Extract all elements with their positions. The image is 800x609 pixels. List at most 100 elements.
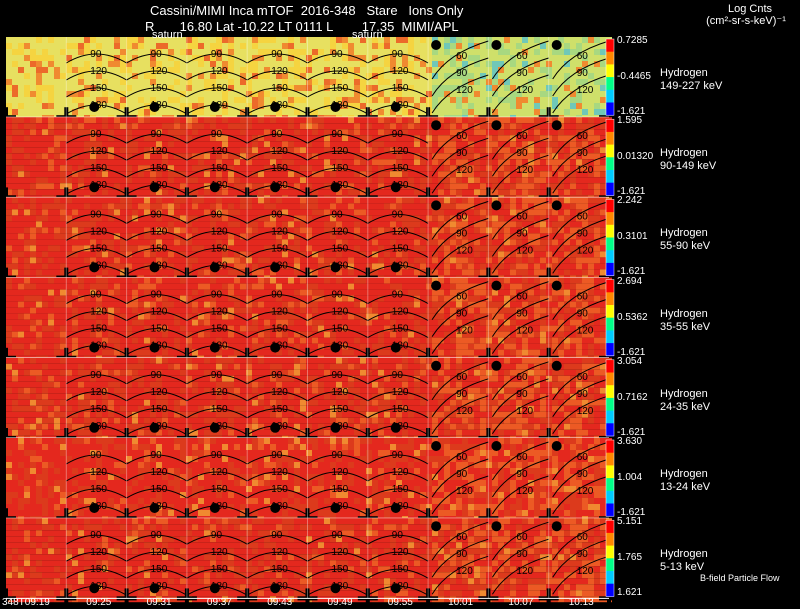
contour-line bbox=[552, 57, 610, 97]
energy-label: 13-24 keV bbox=[660, 481, 711, 493]
contour-label: 90 bbox=[516, 469, 528, 480]
contour-line bbox=[307, 408, 369, 419]
contour-label: 60 bbox=[577, 372, 589, 383]
energy-label: 5-13 keV bbox=[660, 561, 705, 574]
colorbar-segment bbox=[606, 39, 614, 53]
contour-line bbox=[431, 475, 489, 515]
contour-label: 120 bbox=[577, 406, 594, 417]
saturn-dot bbox=[551, 521, 562, 532]
saturn-dot bbox=[491, 40, 502, 50]
contour-line bbox=[307, 87, 369, 98]
contour-line bbox=[552, 234, 610, 274]
contour-label: 90 bbox=[151, 209, 163, 220]
saturn-dot bbox=[551, 120, 562, 131]
contour-label: 90 bbox=[516, 148, 528, 159]
saturn-dot bbox=[390, 503, 401, 513]
contour-line bbox=[66, 551, 127, 562]
contour-line bbox=[126, 328, 188, 339]
contour-line bbox=[552, 217, 610, 257]
contour-line bbox=[66, 311, 127, 322]
contour-line bbox=[186, 311, 248, 322]
colorbar-segment bbox=[606, 89, 614, 103]
saturn-dot bbox=[491, 521, 502, 532]
colorbar-frame bbox=[605, 199, 615, 276]
time-tick-label: 09:37 bbox=[206, 597, 232, 608]
colorbar-min: 1.621 bbox=[617, 587, 643, 599]
contour-label: 90 bbox=[577, 148, 589, 159]
contour-line bbox=[186, 133, 248, 144]
saturn-label-2: saturn bbox=[352, 29, 383, 41]
contour-label: 150 bbox=[332, 163, 349, 174]
contour-label: 150 bbox=[211, 243, 228, 254]
contour-label: 150 bbox=[271, 404, 288, 415]
contour-line bbox=[246, 87, 308, 98]
contour-label: 90 bbox=[392, 450, 404, 461]
contour-label: 120 bbox=[577, 85, 594, 96]
contour-line bbox=[307, 214, 369, 224]
contour-label: 150 bbox=[211, 83, 228, 94]
contour-label: 120 bbox=[151, 226, 168, 237]
contour-line bbox=[431, 315, 489, 354]
contour-label: 120 bbox=[211, 467, 228, 478]
contour-label: 120 bbox=[332, 226, 349, 237]
contour-label: 90 bbox=[151, 129, 163, 140]
contour-line bbox=[552, 315, 610, 354]
energy-label: 24-35 keV bbox=[660, 400, 711, 413]
colorbar-frame bbox=[605, 359, 615, 437]
contour-label: 120 bbox=[151, 146, 168, 157]
contour-line bbox=[491, 361, 549, 401]
contour-line bbox=[66, 248, 127, 258]
species-label: Hydrogen bbox=[660, 548, 708, 561]
contour-label: 90 bbox=[211, 290, 223, 301]
contour-line bbox=[66, 214, 127, 224]
contour-label: 150 bbox=[332, 324, 349, 335]
contour-line bbox=[552, 154, 610, 194]
colorbar-segment bbox=[606, 397, 614, 412]
contour-label: 90 bbox=[332, 129, 344, 140]
contour-line bbox=[246, 214, 308, 224]
colorbar-mid: 1.765 bbox=[617, 552, 643, 564]
contour-label: 120 bbox=[271, 387, 288, 398]
contour-line bbox=[66, 150, 127, 161]
contour-line bbox=[66, 454, 127, 465]
saturn-dot bbox=[330, 422, 341, 433]
contour-label: 150 bbox=[151, 83, 168, 94]
colorbar-segment bbox=[606, 452, 614, 466]
contour-line bbox=[431, 521, 489, 561]
contour-line bbox=[126, 391, 188, 402]
contour-line bbox=[307, 294, 369, 305]
saturn-dot bbox=[551, 441, 562, 451]
saturn-dot bbox=[89, 342, 100, 353]
time-tick-label: 09:43 bbox=[267, 597, 293, 608]
colorbar-mid: 0.3101 bbox=[617, 231, 648, 243]
colorbar-frame bbox=[605, 519, 615, 597]
contour-line bbox=[431, 137, 489, 177]
contour-line bbox=[66, 328, 127, 339]
colorbar-segment bbox=[606, 102, 614, 116]
contour-line bbox=[186, 328, 248, 339]
contour-label: 120 bbox=[211, 66, 228, 77]
contour-line bbox=[126, 294, 188, 305]
contour-line bbox=[552, 538, 610, 578]
contour-line bbox=[491, 234, 549, 274]
contour-line bbox=[66, 568, 127, 579]
contour-label: 120 bbox=[392, 467, 409, 478]
saturn-dot bbox=[330, 262, 341, 273]
contour-label: 120 bbox=[271, 226, 288, 237]
contour-label: 90 bbox=[90, 209, 102, 220]
contour-line bbox=[367, 231, 429, 241]
colorbar-segment bbox=[606, 410, 614, 424]
contour-label: 150 bbox=[90, 564, 107, 575]
contour-line bbox=[126, 53, 188, 64]
contour-line bbox=[186, 408, 248, 419]
contour-label: 90 bbox=[516, 228, 528, 239]
contour-label: 120 bbox=[577, 566, 594, 577]
contour-label: 60 bbox=[516, 532, 528, 543]
contour-line bbox=[367, 454, 429, 465]
contour-label: 60 bbox=[516, 51, 528, 62]
colorbar-max: 2.694 bbox=[617, 275, 643, 287]
colorbar-segment bbox=[606, 262, 614, 277]
contour-line bbox=[246, 248, 308, 258]
contour-line bbox=[186, 214, 248, 224]
contour-line bbox=[246, 167, 308, 178]
